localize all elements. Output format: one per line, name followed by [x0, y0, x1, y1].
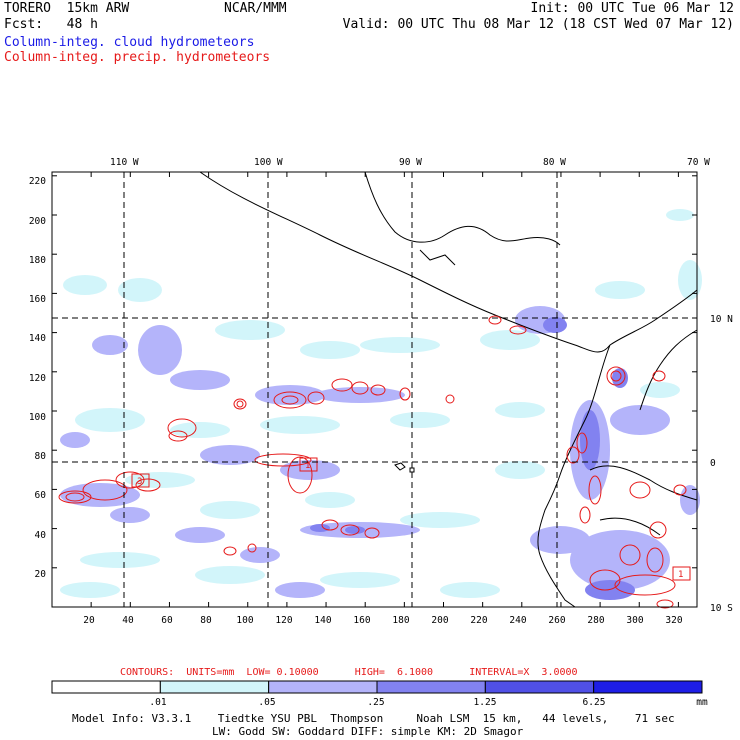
x-tick-label: 160 [353, 615, 370, 626]
y-tick-label: 200 [29, 216, 46, 227]
center-label: NCAR/MMM [224, 1, 287, 16]
colorbar-swatch [51, 680, 161, 694]
y-tick-label: 160 [29, 294, 46, 305]
x-tick-label: 40 [122, 615, 134, 626]
y-tick-label: 140 [29, 333, 46, 344]
x-tick-label: 260 [548, 615, 565, 626]
legend-cloud: Column-integ. cloud hydrometeors [4, 35, 255, 50]
x-tick-label: 200 [431, 615, 448, 626]
lon-label: 70 W [687, 157, 710, 168]
contour-label: 1 [305, 461, 310, 471]
lon-label: 90 W [399, 157, 422, 168]
y-tick-label: 100 [29, 412, 46, 423]
lat-label: 0 [710, 458, 716, 469]
colorbar-level: .25 [367, 697, 384, 708]
x-tick-label: 320 [665, 615, 682, 626]
colorbar-level: .05 [258, 697, 275, 708]
colorbar-level: .01 [149, 697, 166, 708]
x-tick-label: 220 [470, 615, 487, 626]
x-tick-label: 60 [161, 615, 173, 626]
x-axis-labels: 20 40 60 80 100 120 140 160 180 200 220 … [83, 615, 683, 626]
plot-frame [51, 171, 698, 608]
colorbar-boxes [51, 680, 703, 694]
x-tick-label: 140 [314, 615, 331, 626]
valid-time: Valid: 00 UTC Thu 08 Mar 12 (18 CST Wed … [342, 17, 734, 32]
contour-label: 1 [678, 570, 683, 580]
colorbar: .01 .05 .25 1.25 6.25 mm [51, 680, 708, 708]
model-title: TORERO 15km ARW [4, 1, 130, 16]
lat-label: 10 S [710, 603, 733, 614]
colorbar-swatch [159, 680, 270, 694]
cloud-shading-mid [60, 306, 700, 598]
x-tick-label: 80 [200, 615, 212, 626]
lat-lon-grid [52, 172, 697, 607]
y-axis-labels: 220 200 180 160 140 120 100 80 60 40 20 [29, 176, 46, 580]
model-info-line1: Model Info: V3.3.1 Tiedtke YSU PBL Thomp… [72, 712, 675, 725]
latitude-labels: 10 N 0 10 S [710, 314, 733, 614]
colorbar-level: 6.25 [583, 697, 606, 708]
lon-label: 100 W [254, 157, 283, 168]
x-tick-label: 180 [392, 615, 409, 626]
cloud-shading-strong [310, 317, 635, 600]
y-tick-label: 40 [35, 530, 47, 541]
y-tick-label: 120 [29, 373, 46, 384]
y-tick-label: 220 [29, 176, 46, 187]
y-tick-label: 20 [35, 569, 47, 580]
y-tick-label: 60 [35, 490, 47, 501]
y-tick-label: 80 [35, 451, 47, 462]
forecast-hour: Fcst: 48 h [4, 17, 98, 32]
colorbar-level: 1.25 [474, 697, 497, 708]
x-tick-label: 280 [587, 615, 604, 626]
lon-label: 80 W [543, 157, 566, 168]
y-tick-label: 180 [29, 255, 46, 266]
legend-precip: Column-integ. precip. hydrometeors [4, 50, 271, 65]
axis-ticks [51, 172, 697, 608]
colorbar-swatch [593, 680, 703, 694]
x-tick-label: 300 [626, 615, 643, 626]
contour-labels: 3 1 1 [137, 461, 683, 580]
colorbar-labels: .01 .05 .25 1.25 6.25 mm [149, 697, 708, 708]
longitude-labels: 110 W 100 W 90 W 80 W 70 W [110, 157, 710, 168]
colorbar-swatch [484, 680, 595, 694]
contour-info: CONTOURS: UNITS=mm LOW= 0.10000 HIGH= 6.… [120, 667, 578, 678]
init-time: Init: 00 UTC Tue 06 Mar 12 [530, 1, 735, 16]
model-info-line2: LW: Godd SW: Goddard DIFF: simple KM: 2D… [212, 725, 524, 738]
plot-area: 3 1 1 [51, 171, 702, 609]
colorbar-swatch [376, 680, 486, 694]
x-tick-label: 100 [236, 615, 253, 626]
x-tick-label: 120 [275, 615, 292, 626]
lat-label: 10 N [710, 314, 733, 325]
colorbar-units: mm [696, 697, 708, 708]
lon-label: 110 W [110, 157, 139, 168]
x-tick-label: 240 [509, 615, 526, 626]
contour-label: 3 [137, 477, 142, 487]
cloud-shading-light [60, 209, 702, 598]
x-tick-label: 20 [83, 615, 95, 626]
colorbar-swatch [268, 680, 378, 694]
precip-contours [58, 315, 691, 609]
